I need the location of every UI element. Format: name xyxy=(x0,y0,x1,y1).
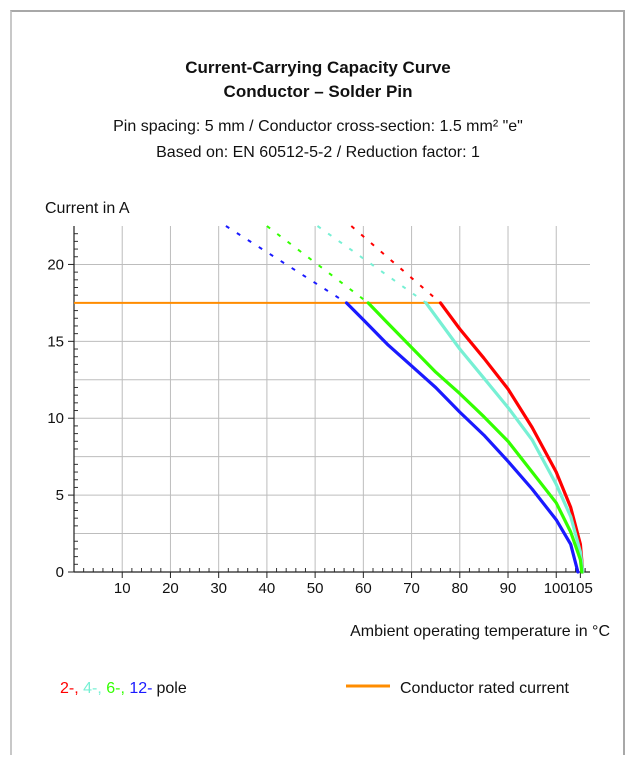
x-tick-labels: 10 20 30 40 50 60 70 80 90 100 105 xyxy=(114,572,593,597)
legend-poles: 2-, 4-, 6-, 12- pole xyxy=(60,680,187,697)
legend-item-6-pole: 6- xyxy=(106,680,120,697)
legend-item-2-pole: 2- xyxy=(60,680,74,697)
x-tick-label: 100 xyxy=(544,580,569,597)
legend-item-12-pole: 12- xyxy=(129,680,152,697)
y-tick-labels: 0 5 10 15 20 xyxy=(47,256,74,581)
x-tick-label: 10 xyxy=(114,580,131,597)
x-tick-label: 105 xyxy=(568,580,593,597)
x-tick-label: 80 xyxy=(451,580,468,597)
series-4-pole-line xyxy=(424,301,585,574)
x-axis-label: Ambient operating temperature in °C xyxy=(350,623,610,640)
y-tick-label: 15 xyxy=(47,333,64,350)
legend: 2-, 4-, 6-, 12- pole Conductor rated curr… xyxy=(60,680,570,697)
x-tick-label: 20 xyxy=(162,580,179,597)
series-group xyxy=(74,225,585,574)
y-tick-label: 10 xyxy=(47,410,64,427)
legend-item-4-pole: 4- xyxy=(83,680,97,697)
x-tick-label: 70 xyxy=(403,580,420,597)
legend-pole-suffix: pole xyxy=(157,680,187,697)
axes xyxy=(73,226,590,573)
series-2-pole-line xyxy=(438,301,585,574)
chart-subtitle-1: Pin spacing: 5 mm / Conductor cross-sect… xyxy=(113,118,523,135)
x-tick-label: 30 xyxy=(210,580,227,597)
series-6-pole-line xyxy=(366,301,584,574)
chart-title: Current-Carrying Capacity Curve xyxy=(185,58,450,77)
legend-rated-label: Conductor rated current xyxy=(400,680,570,697)
chart-title-line2: Conductor – Solder Pin xyxy=(224,82,413,101)
x-tick-label: 40 xyxy=(259,580,276,597)
y-tick-label: 0 xyxy=(56,564,64,581)
x-tick-label: 50 xyxy=(307,580,324,597)
chart-subtitle-2: Based on: EN 60512-5-2 / Reduction facto… xyxy=(156,144,480,161)
y-tick-label: 20 xyxy=(47,256,64,273)
y-axis-label: Current in A xyxy=(45,200,130,217)
series-12-pole-line xyxy=(344,301,580,574)
x-tick-label: 60 xyxy=(355,580,372,597)
series-4-pole-extrapolation xyxy=(316,225,427,304)
x-tick-label: 90 xyxy=(500,580,517,597)
series-6-pole-extrapolation xyxy=(266,225,369,304)
series-12-pole-extrapolation xyxy=(225,225,348,304)
y-tick-label: 5 xyxy=(56,487,64,504)
minor-ticks xyxy=(74,233,586,572)
chart-frame xyxy=(10,10,625,755)
